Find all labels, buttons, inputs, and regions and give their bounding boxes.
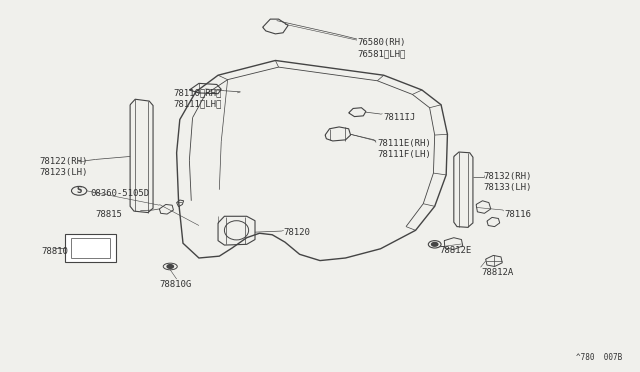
Text: 08360-5105D: 08360-5105D: [91, 189, 150, 198]
Text: 78810G: 78810G: [159, 280, 191, 289]
Text: 78815: 78815: [96, 210, 123, 219]
Text: 78111E(RH)
78111F(LH): 78111E(RH) 78111F(LH): [378, 139, 431, 159]
Circle shape: [167, 264, 173, 268]
Text: 78116: 78116: [504, 210, 531, 219]
Text: 78812E: 78812E: [440, 246, 472, 255]
Text: 78110〈RH〉
78111〈LH〉: 78110〈RH〉 78111〈LH〉: [173, 88, 222, 108]
Text: 78122(RH)
78123(LH): 78122(RH) 78123(LH): [40, 157, 88, 177]
Text: 78120: 78120: [284, 228, 310, 237]
Text: 78132(RH)
78133(LH): 78132(RH) 78133(LH): [484, 172, 532, 192]
Text: S: S: [76, 186, 82, 195]
Text: 78812A: 78812A: [481, 268, 513, 277]
Text: 76580(RH)
76581〈LH〉: 76580(RH) 76581〈LH〉: [357, 38, 405, 58]
FancyBboxPatch shape: [65, 234, 116, 262]
Text: ^780  007B: ^780 007B: [577, 353, 623, 362]
Text: 7811IJ: 7811IJ: [384, 113, 416, 122]
Text: 78810: 78810: [41, 247, 68, 256]
Circle shape: [431, 243, 438, 246]
